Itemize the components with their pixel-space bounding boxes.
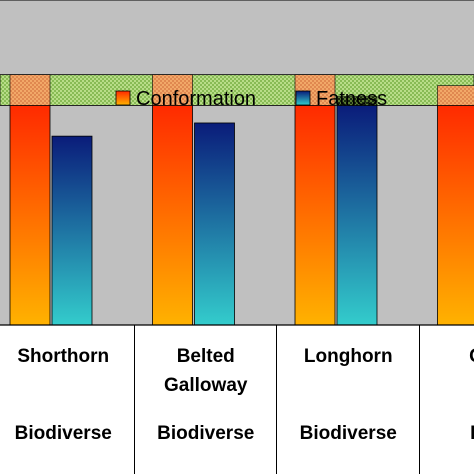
tick-label-3-line-0: Char <box>469 346 474 367</box>
legend: Conformation Fatness <box>115 88 387 110</box>
bar-conformation-band-0 <box>9 74 51 106</box>
bar-fatness-band-2 <box>336 96 378 106</box>
tick-label-1-line-1: Galloway <box>164 375 248 396</box>
legend-label-conformation: Conformation <box>136 88 256 110</box>
tick-label-1-line-0: Belted <box>177 346 235 367</box>
reference-band-0 <box>0 74 474 106</box>
bar-conformation-0 <box>9 105 51 326</box>
bar-conformation-band-1 <box>152 74 193 106</box>
tick-group-label-0: Biodiverse <box>15 423 112 444</box>
bar-fatness-0 <box>51 135 93 326</box>
bar-fatness-1 <box>194 122 235 326</box>
bar-conformation-3 <box>437 105 474 326</box>
legend-label-fatness: Fatness <box>316 88 387 110</box>
legend-swatch-fatness <box>295 90 311 106</box>
tick-group-label-1: Biodiverse <box>157 423 254 444</box>
tick-group-label-3: Impr <box>470 423 474 444</box>
bar-conformation-2 <box>294 105 336 326</box>
tick-label-0-line-0: Shorthorn <box>17 346 109 367</box>
bar-fatness-2 <box>336 105 378 326</box>
bar-conformation-1 <box>152 105 193 326</box>
legend-swatch-conformation <box>115 90 131 106</box>
tick-group-label-2: Biodiverse <box>300 423 397 444</box>
tick-label-2-line-0: Longhorn <box>304 346 393 367</box>
bar-conformation-band-3 <box>437 85 474 106</box>
